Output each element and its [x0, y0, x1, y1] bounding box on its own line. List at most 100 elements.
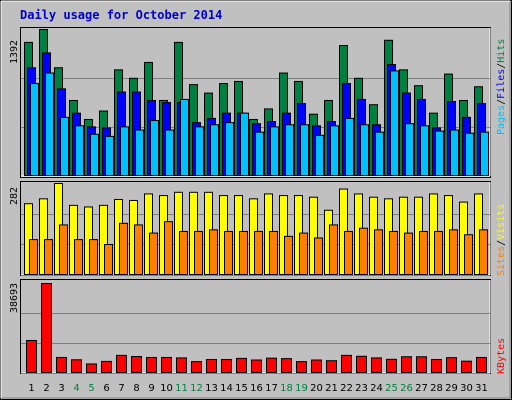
- sites-bar: [44, 239, 53, 276]
- kbytes-bar: [266, 357, 277, 373]
- pages-bar: [120, 126, 129, 176]
- x-tick-label: 31: [475, 383, 488, 394]
- y-max-label-kbytes: 38693: [9, 283, 20, 313]
- sites-bar: [134, 224, 143, 275]
- kbytes-bar: [56, 356, 67, 374]
- x-tick-label: 8: [133, 383, 139, 394]
- legend-sites-visits: Sites/Visits: [496, 204, 507, 276]
- x-tick-label: 11: [175, 383, 188, 394]
- sites-bar: [299, 232, 308, 275]
- sites-bar: [479, 229, 488, 276]
- sites-bar: [149, 232, 158, 275]
- x-tick-label: 9: [148, 383, 154, 394]
- kbytes-bar: [401, 356, 412, 373]
- x-tick-label: 24: [370, 383, 383, 394]
- kbytes-bar: [236, 357, 247, 373]
- x-tick-label: 12: [190, 383, 203, 394]
- sites-bar: [254, 230, 263, 275]
- kbytes-bar: [431, 359, 442, 373]
- pages-bar: [75, 125, 84, 177]
- kbytes-bar: [26, 339, 37, 373]
- x-tick-label: 19: [295, 383, 308, 394]
- x-tick-label: 4: [73, 383, 79, 394]
- pages-bar: [405, 123, 414, 176]
- pages-bar: [345, 117, 354, 177]
- legend-kbytes: KBytes: [496, 338, 507, 374]
- sites-bar: [239, 230, 248, 275]
- kbytes-bar: [461, 360, 472, 373]
- x-tick-label: 2: [43, 383, 49, 394]
- kbytes-bar: [131, 356, 142, 373]
- kbytes-bar: [191, 361, 202, 374]
- x-tick-label: 15: [235, 383, 248, 394]
- sites-bar: [389, 230, 398, 275]
- x-tick-label: 7: [118, 383, 124, 394]
- sites-bar: [179, 230, 188, 275]
- pages-bar: [255, 131, 264, 176]
- sites-bar: [89, 239, 98, 276]
- legend-hits: Hits: [496, 39, 507, 63]
- pages-bar: [60, 116, 69, 176]
- x-tick-label: 6: [103, 383, 109, 394]
- kbytes-bar: [161, 356, 172, 374]
- pages-bar: [270, 126, 279, 176]
- kbytes-bar: [326, 360, 337, 374]
- legend-visits: Visits: [496, 204, 507, 240]
- visits-bar: [39, 198, 48, 275]
- x-tick-label: 21: [325, 383, 338, 394]
- y-max-label-visits: 282: [9, 187, 20, 205]
- y-max-label-hits: 1392: [9, 40, 20, 64]
- x-tick-label: 18: [280, 383, 293, 394]
- legend-pages: Pages: [496, 105, 507, 135]
- pages-bar: [195, 126, 204, 176]
- x-tick-label: 28: [430, 383, 443, 394]
- sites-bar: [284, 235, 293, 275]
- legend-files: Files: [496, 69, 507, 99]
- sites-bar: [374, 229, 383, 276]
- x-tick-label: 16: [250, 383, 263, 394]
- kbytes-bar: [221, 359, 232, 373]
- kbytes-bar: [176, 357, 187, 373]
- sites-bar: [74, 239, 83, 276]
- sites-bar: [404, 232, 413, 275]
- kbytes-bar: [146, 356, 157, 374]
- kbytes-bar: [86, 363, 97, 373]
- pages-bar: [225, 122, 234, 176]
- sites-bar: [209, 229, 218, 276]
- sites-bar: [419, 230, 428, 275]
- pages-bar: [90, 133, 99, 176]
- sites-bar: [434, 230, 443, 275]
- pages-bar: [435, 130, 444, 176]
- kbytes-bar: [356, 355, 367, 374]
- pages-bar: [240, 112, 249, 176]
- kbytes-bar: [251, 359, 262, 373]
- x-tick-label: 20: [310, 383, 323, 394]
- pages-bar: [300, 124, 309, 176]
- pages-bar: [420, 125, 429, 177]
- visits-bar: [24, 203, 33, 275]
- sites-bar: [104, 244, 113, 276]
- pages-bar: [480, 131, 489, 176]
- visits-bar: [99, 204, 108, 275]
- bars: [24, 29, 489, 374]
- kbytes-bar: [446, 357, 457, 374]
- pages-bar: [390, 70, 399, 176]
- x-tick-label: 17: [265, 383, 278, 394]
- sites-bar: [164, 221, 173, 275]
- x-tick-label: 22: [340, 383, 353, 394]
- x-tick-label: 5: [88, 383, 94, 394]
- x-tick-label: 13: [205, 383, 218, 394]
- pages-bar: [150, 120, 159, 176]
- x-axis-labels: 1 2 3 4 5 6 7 8 9 10 11 12 13 14 15 16 17 18 19 20 21 22 23 24 2…: [28, 383, 488, 394]
- pages-bar: [330, 125, 339, 177]
- sites-bar: [119, 222, 128, 276]
- sites-bar: [359, 227, 368, 276]
- x-tick-label: 14: [220, 383, 233, 394]
- sites-bar: [464, 234, 473, 276]
- sites-bar: [344, 230, 353, 275]
- kbytes-bar: [311, 359, 322, 373]
- pages-bar: [465, 132, 474, 177]
- sites-bar: [449, 229, 458, 276]
- kbytes-bar: [116, 354, 127, 373]
- legend-pages-files-hits: Pages/Files/Hits: [496, 39, 507, 135]
